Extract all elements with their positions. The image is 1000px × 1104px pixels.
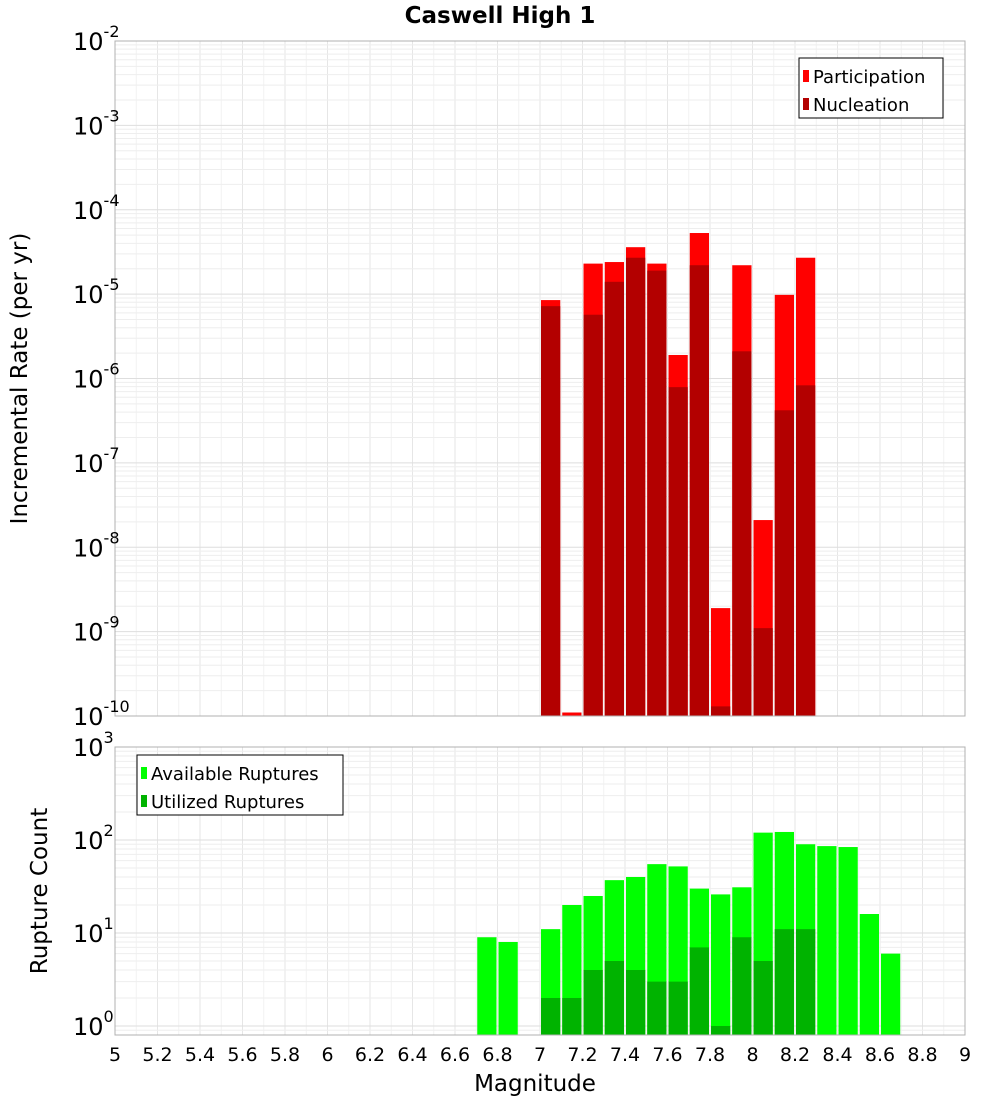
x-tick-label: 7.4 [610, 1044, 640, 1066]
bar-available-ruptures [817, 846, 837, 1035]
x-tick-label: 6.4 [397, 1044, 427, 1066]
bar-nucleation [774, 410, 794, 716]
legend-swatch [141, 767, 147, 779]
bar-nucleation [796, 385, 816, 716]
y-tick-label: 10-10 [73, 697, 130, 731]
x-tick-label: 7.8 [695, 1044, 725, 1066]
bar-available-ruptures [859, 914, 879, 1035]
x-tick-label: 5.2 [142, 1044, 172, 1066]
bar-utilized-ruptures [711, 1025, 731, 1035]
y-tick-label: 10-4 [73, 191, 120, 225]
x-tick-label: 6.8 [482, 1044, 512, 1066]
legend-label: Utilized Ruptures [151, 792, 304, 813]
bar-available-ruptures [498, 942, 518, 1035]
bar-nucleation [626, 257, 646, 716]
x-tick-label: 8.8 [907, 1044, 937, 1066]
y-tick-label: 102 [73, 821, 114, 855]
bar-nucleation [541, 306, 561, 716]
bar-participation [711, 608, 731, 716]
bar-available-ruptures [838, 847, 858, 1035]
x-tick-label: 8.4 [822, 1044, 852, 1066]
x-axis-label: Magnitude [474, 1071, 596, 1097]
y-tick-label: 103 [73, 728, 114, 762]
panel-1-legend: Participation Nucleation [798, 57, 944, 119]
y-tick-label: 101 [73, 914, 114, 948]
legend-label: Available Ruptures [151, 764, 319, 785]
bar-utilized-ruptures [604, 960, 624, 1035]
x-tick-label: 7.2 [567, 1044, 597, 1066]
bar-utilized-ruptures [562, 997, 582, 1035]
y-tick-label: 10-5 [73, 275, 120, 309]
bar-participation [562, 712, 582, 716]
panel-2-bars [477, 831, 901, 1035]
legend-swatch [803, 70, 809, 82]
bar-utilized-ruptures [796, 929, 816, 1035]
bar-available-ruptures [477, 937, 497, 1035]
y-tick-label: 10-2 [73, 22, 120, 56]
x-tick-label: 8.2 [780, 1044, 810, 1066]
y-tick-label: 10-8 [73, 528, 120, 562]
y-tick-label: 10-6 [73, 360, 120, 394]
x-ticks: 5 5.2 5.4 5.6 5.8 6 6.2 6.4 6.6 6.8 7 7.2 7.4 7.6 7.8 8… [109, 1044, 971, 1066]
x-tick-label: 6 [321, 1044, 333, 1066]
x-tick-label: 5.6 [227, 1044, 257, 1066]
x-tick-label: 8 [746, 1044, 758, 1066]
bar-utilized-ruptures [689, 947, 709, 1035]
bar-utilized-ruptures [583, 969, 603, 1035]
panel-1-bars [541, 233, 816, 716]
x-tick-label: 6.2 [355, 1044, 385, 1066]
x-tick-label: 5 [109, 1044, 121, 1066]
bar-nucleation [689, 265, 709, 716]
x-tick-label: 8.6 [865, 1044, 895, 1066]
x-tick-label: 6.6 [440, 1044, 470, 1066]
x-tick-label: 7 [534, 1044, 546, 1066]
panel-1-y-axis-label: Incremental Rate (per yr) [7, 233, 33, 525]
y-tick-label: 100 [73, 1007, 114, 1041]
chart-title: Caswell High 1 [405, 3, 596, 29]
bar-nucleation [732, 351, 752, 716]
panel-2-y-axis-label: Rupture Count [27, 808, 53, 974]
panel-1-grid [114, 41, 966, 717]
legend-swatch [803, 98, 809, 110]
legend-label: Nucleation [813, 95, 909, 116]
bar-nucleation [668, 387, 688, 716]
bar-utilized-ruptures [753, 960, 773, 1035]
bar-utilized-ruptures [541, 997, 561, 1035]
panel-2-y-ticks: 100 101 102 103 [73, 728, 114, 1041]
bar-nucleation [647, 270, 667, 716]
legend-box [798, 57, 944, 119]
panel-2-legend: Available Ruptures Utilized Ruptures [136, 754, 344, 816]
y-tick-label: 10-9 [73, 613, 120, 647]
bar-utilized-ruptures [732, 937, 752, 1035]
bar-nucleation [753, 628, 773, 716]
bar-utilized-ruptures [647, 981, 667, 1035]
bar-available-ruptures [881, 953, 901, 1035]
bar-nucleation [711, 706, 731, 716]
y-tick-label: 10-3 [73, 106, 120, 140]
bar-utilized-ruptures [626, 969, 646, 1035]
bar-available-ruptures [711, 894, 731, 1035]
x-tick-label: 9 [959, 1044, 971, 1066]
y-tick-label: 10-7 [73, 444, 120, 478]
bar-nucleation [604, 281, 624, 716]
panel-2-frame [114, 746, 966, 1036]
panel-1-y-ticks: 10-10 10-9 10-8 10-7 10-6 10-5 10-4 10-3 10-2 [73, 22, 130, 731]
bar-nucleation [583, 314, 603, 716]
panel-1-frame [114, 40, 966, 717]
bar-utilized-ruptures [774, 929, 794, 1035]
x-tick-label: 5.4 [185, 1044, 215, 1066]
legend-box [136, 754, 344, 816]
x-tick-label: 5.8 [270, 1044, 300, 1066]
legend-swatch [141, 795, 147, 807]
legend-label: Participation [813, 67, 925, 88]
x-tick-label: 7.6 [652, 1044, 682, 1066]
bar-utilized-ruptures [668, 981, 688, 1035]
